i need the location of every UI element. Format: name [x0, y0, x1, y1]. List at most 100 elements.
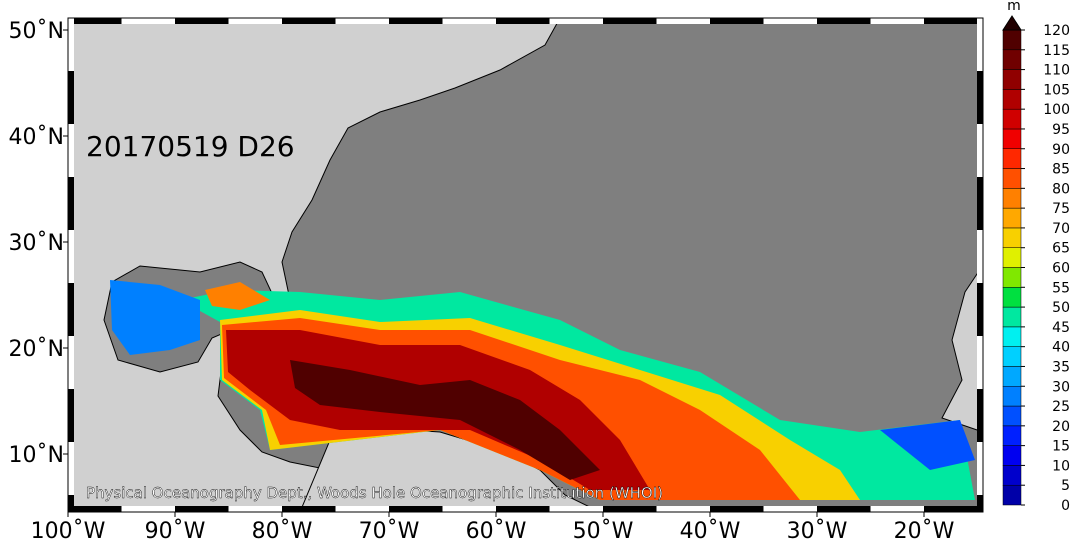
- lat-tick-label: 30˚N: [9, 231, 64, 256]
- frame-seg: [121, 18, 175, 24]
- lat-tick-label: 40˚N: [9, 125, 64, 150]
- colorbar-tick-label: 115: [1043, 43, 1070, 59]
- frame-seg: [389, 18, 443, 24]
- frame-seg: [656, 18, 710, 24]
- colorbar-tick-label: 15: [1052, 439, 1070, 455]
- lat-tick-label: 50˚N: [9, 19, 64, 44]
- colorbar-cell: [1002, 69, 1022, 90]
- frame-seg: [763, 506, 817, 512]
- colorbar-tick-label: 50: [1052, 300, 1070, 316]
- frame-seg: [977, 124, 983, 177]
- colorbar-tick-label: 95: [1052, 122, 1070, 138]
- frame-seg: [977, 389, 983, 442]
- colorbar-cell: [1002, 484, 1022, 506]
- frame-seg: [175, 18, 229, 24]
- frame-seg: [977, 283, 983, 336]
- colorbar-tick-label: 20: [1052, 419, 1070, 435]
- frame-seg: [763, 18, 817, 24]
- frame-seg: [68, 18, 74, 71]
- colorbar-cell: [1002, 326, 1022, 347]
- frame-seg: [870, 506, 924, 512]
- lon-tick-label: 80˚W: [252, 519, 313, 542]
- lon-tick-label: 30˚W: [787, 519, 848, 542]
- colorbar-cell: [1002, 227, 1022, 248]
- colorbar-tick-label: 120: [1043, 23, 1070, 39]
- colorbar-tick-label: 45: [1052, 320, 1070, 336]
- colorbar-tick-label: 105: [1043, 82, 1070, 98]
- lon-tick-label: 50˚W: [573, 519, 634, 542]
- colorbar-cell: [1002, 386, 1022, 407]
- frame-seg: [977, 177, 983, 230]
- colorbar-cell: [1002, 425, 1022, 446]
- frame-seg: [710, 18, 764, 24]
- colorbar-tick-label: 65: [1052, 241, 1070, 257]
- colorbar-cell: [1002, 148, 1022, 169]
- frame-seg: [817, 506, 871, 512]
- colorbar-cell: [1002, 89, 1022, 110]
- frame-seg: [817, 18, 871, 24]
- frame-seg: [68, 230, 74, 283]
- colorbar-extend: [1002, 15, 1022, 31]
- heat-field: [110, 280, 975, 500]
- colorbar-cell: [1002, 405, 1022, 427]
- lon-tick-label: 100˚W: [31, 519, 106, 542]
- colorbar-tick-label: 30: [1052, 379, 1070, 395]
- colorbar-cell: [1002, 29, 1022, 51]
- colorbar-tick-label: 55: [1052, 280, 1070, 296]
- frame-seg: [977, 230, 983, 283]
- colorbar-cell: [1002, 287, 1022, 308]
- frame-seg: [68, 506, 122, 512]
- frame-seg: [442, 18, 496, 24]
- frame-seg: [442, 506, 496, 512]
- colorbar-cell: [1002, 366, 1022, 387]
- frame-seg: [282, 506, 336, 512]
- frame-seg: [68, 283, 74, 336]
- colorbar-tick-label: 60: [1052, 261, 1070, 277]
- frame-seg: [68, 495, 74, 512]
- colorbar-cell: [1002, 267, 1022, 288]
- colorbar-tick-label: 5: [1061, 478, 1070, 494]
- colorbar-tick-label: 90: [1052, 142, 1070, 158]
- frame-seg: [549, 506, 603, 512]
- frame-seg: [977, 18, 983, 71]
- colorbar-cell: [1002, 306, 1022, 328]
- colorbar-cell: [1002, 188, 1022, 209]
- frame-seg: [68, 18, 122, 24]
- lat-tick-label: 10˚N: [9, 443, 64, 468]
- lon-tick-label: 20˚W: [894, 519, 955, 542]
- colorbar-tick-label: 75: [1052, 201, 1070, 217]
- lon-tick-label: 90˚W: [145, 519, 206, 542]
- frame-seg: [389, 506, 443, 512]
- frame-border: [67, 17, 984, 513]
- colorbar-cell: [1002, 465, 1022, 486]
- frame-seg: [68, 389, 74, 442]
- colorbar-cell: [1002, 168, 1022, 189]
- colorbar-cell: [1002, 49, 1022, 70]
- colorbar-tick-label: 80: [1052, 181, 1070, 197]
- colorbar-cell: [1002, 247, 1022, 268]
- frame-seg: [710, 506, 764, 512]
- frame-seg: [175, 506, 229, 512]
- frame-seg: [68, 177, 74, 230]
- colorbar-tick-label: 10: [1052, 458, 1070, 474]
- frame-seg: [924, 18, 978, 24]
- colorbar-tick-label: 100: [1043, 102, 1070, 118]
- frame-seg: [335, 18, 389, 24]
- frame-seg: [228, 18, 282, 24]
- map-frame: [67, 17, 984, 513]
- frame-seg: [282, 18, 336, 24]
- colorbar-tick-label: 35: [1052, 359, 1070, 375]
- colorbar-tick-label: 0: [1061, 498, 1070, 514]
- colorbar-tick-label: 85: [1052, 162, 1070, 178]
- frame-seg: [68, 71, 74, 124]
- frame-seg: [496, 18, 550, 24]
- lon-tick-label: 70˚W: [359, 519, 420, 542]
- colorbar-cell: [1002, 207, 1022, 229]
- frame-seg: [870, 18, 924, 24]
- frame-seg: [68, 124, 74, 177]
- colorbar-cell: [1002, 128, 1022, 149]
- frame-seg: [68, 336, 74, 389]
- colorbar-cell: [1002, 108, 1022, 130]
- frame-seg: [335, 506, 389, 512]
